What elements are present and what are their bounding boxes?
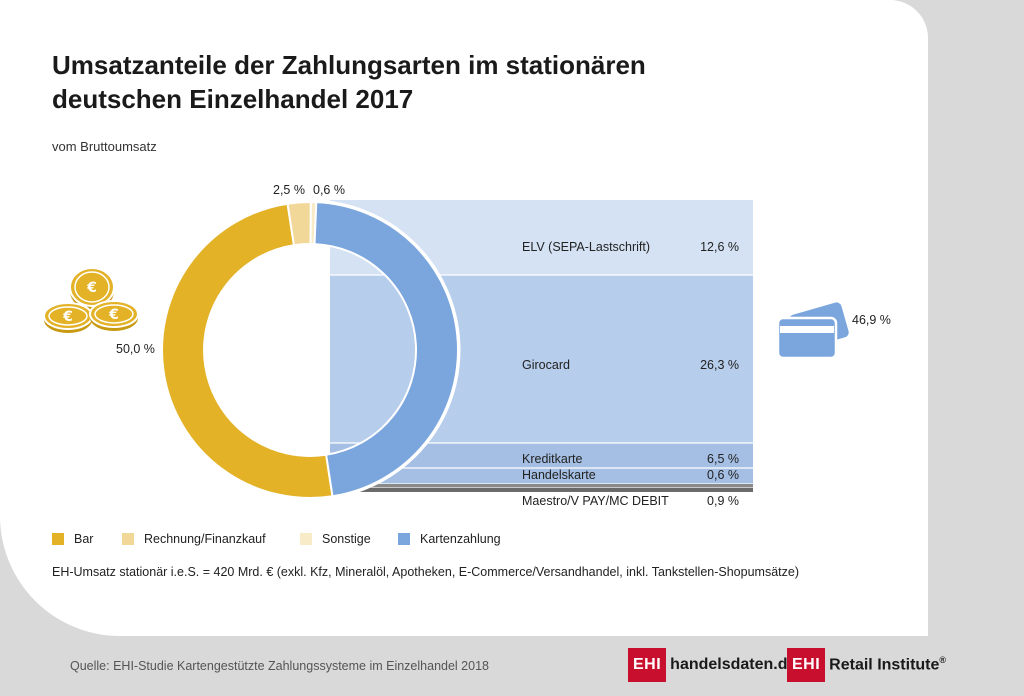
breakdown-value-girocard: 26,3 % [700, 358, 739, 372]
donut-outline [159, 199, 461, 501]
title-line-1: Umsatzanteile der Zahlungsarten im stati… [52, 50, 646, 80]
legend-item-karte: Kartenzahlung [398, 532, 501, 546]
logo-retail-text: Retail Institute® [829, 655, 946, 674]
breakdown-band-maestro-line [330, 488, 753, 491]
legend-swatch-rechnung [122, 533, 134, 545]
legend-label: Sonstige [322, 532, 371, 546]
euro-symbol: € [86, 280, 97, 296]
breakdown-value-handelskarte: 0,6 % [707, 468, 739, 482]
legend-label: Bar [74, 532, 94, 546]
donut-ring [159, 199, 461, 501]
breakdown-band-maestro-line [330, 484, 753, 487]
euro-coins-icon: € € € [43, 267, 139, 333]
logo-handelsdaten[interactable]: EHI handelsdaten.de [628, 648, 796, 682]
coin-rim [74, 271, 110, 303]
legend-label: Kartenzahlung [420, 532, 501, 546]
legend-swatch-karte [398, 533, 410, 545]
breakdown-value-elv: 12,6 % [700, 240, 739, 254]
legend-swatch-sonstige [300, 533, 312, 545]
source-note: Quelle: EHI-Studie Kartengestützte Zahlu… [70, 659, 489, 673]
slice-label-rechnung: 2,5 % [273, 183, 305, 197]
card-front [776, 316, 838, 360]
breakdown-label-elv: ELV (SEPA-Lastschrift) [522, 240, 651, 254]
logo-registered-mark: ® [939, 655, 947, 666]
breakdown-value-maestro: 0,9 % [707, 494, 739, 508]
logo-retail-institute[interactable]: EHI Retail Institute® [787, 648, 946, 682]
legend-label: Rechnung/Finanzkauf [144, 532, 266, 546]
chart-title: Umsatzanteile der Zahlungsarten im stati… [52, 48, 772, 116]
chart-subtitle: vom Bruttoumsatz [52, 139, 157, 154]
donut-slice-bar [161, 202, 334, 499]
legend-item-rechnung: Rechnung/Finanzkauf [122, 532, 266, 546]
slice-label-sonstige: 0,6 % [313, 183, 345, 197]
euro-symbol: € [108, 307, 119, 323]
euro-symbol: € [62, 309, 73, 325]
logo-ehi-box: EHI [628, 648, 667, 682]
title-line-2: deutschen Einzelhandel 2017 [52, 84, 414, 114]
breakdown-value-kreditkarte: 6,5 % [707, 452, 739, 466]
coin-rim [48, 306, 88, 326]
legend-item-sonstige: Sonstige [300, 532, 371, 546]
logo-handelsdaten-text: handelsdaten.de [670, 656, 797, 673]
legend-swatch-bar [52, 533, 64, 545]
credit-card-icon [776, 302, 849, 360]
coin-face [69, 267, 115, 307]
logo-retail-name: Retail Institute [829, 656, 940, 674]
breakdown-label-kreditkarte: Kreditkarte [522, 452, 583, 466]
footnote: EH-Umsatz stationär i.e.S. = 420 Mrd. € … [52, 565, 799, 579]
coin-rim [94, 304, 134, 324]
logo-ehi-box: EHI [787, 648, 826, 682]
breakdown-label-maestro: Maestro/V PAY/MC DEBIT [522, 494, 669, 508]
card-stripe [780, 326, 834, 333]
breakdown-label-girocard: Girocard [522, 358, 570, 372]
breakdown-label-handelskarte: Handelskarte [522, 468, 596, 482]
slice-label-bar: 50,0 % [116, 342, 155, 356]
legend-item-bar: Bar [52, 532, 93, 546]
breakdown-band-3 [330, 468, 753, 484]
slice-label-karte: 46,9 % [852, 313, 891, 327]
